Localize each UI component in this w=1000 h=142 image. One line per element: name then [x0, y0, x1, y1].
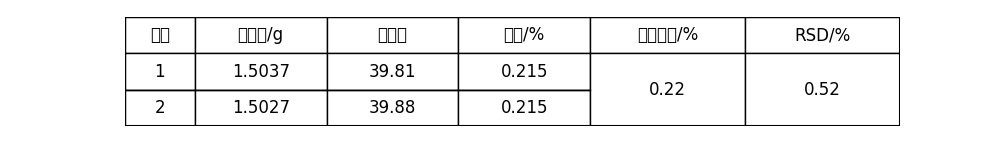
Text: 0.22: 0.22: [649, 81, 686, 99]
Text: RSD/%: RSD/%: [794, 26, 851, 44]
Text: 序号: 序号: [150, 26, 170, 44]
Text: 0.215: 0.215: [500, 63, 548, 81]
Bar: [195, 54, 326, 90]
Text: 1.5037: 1.5037: [232, 63, 290, 81]
Text: 1: 1: [155, 63, 165, 81]
Bar: [125, 90, 195, 126]
Text: 2: 2: [155, 99, 165, 117]
Bar: [745, 54, 900, 126]
Text: 0.215: 0.215: [500, 99, 548, 117]
Bar: [590, 17, 745, 54]
Bar: [195, 90, 326, 126]
Bar: [590, 54, 745, 126]
Text: 1.5027: 1.5027: [232, 99, 290, 117]
Text: 平均含量/%: 平均含量/%: [637, 26, 698, 44]
Bar: [458, 17, 590, 54]
Text: 称样量/g: 称样量/g: [238, 26, 284, 44]
Bar: [326, 90, 458, 126]
Text: 39.88: 39.88: [369, 99, 416, 117]
Bar: [125, 17, 195, 54]
Text: 峰面积: 峰面积: [377, 26, 407, 44]
Text: 含量/%: 含量/%: [504, 26, 545, 44]
Bar: [458, 90, 590, 126]
Bar: [125, 54, 195, 90]
Bar: [326, 17, 458, 54]
Text: 39.81: 39.81: [369, 63, 416, 81]
Bar: [458, 54, 590, 90]
Bar: [195, 17, 326, 54]
Text: 0.52: 0.52: [804, 81, 841, 99]
Bar: [745, 17, 900, 54]
Bar: [326, 54, 458, 90]
